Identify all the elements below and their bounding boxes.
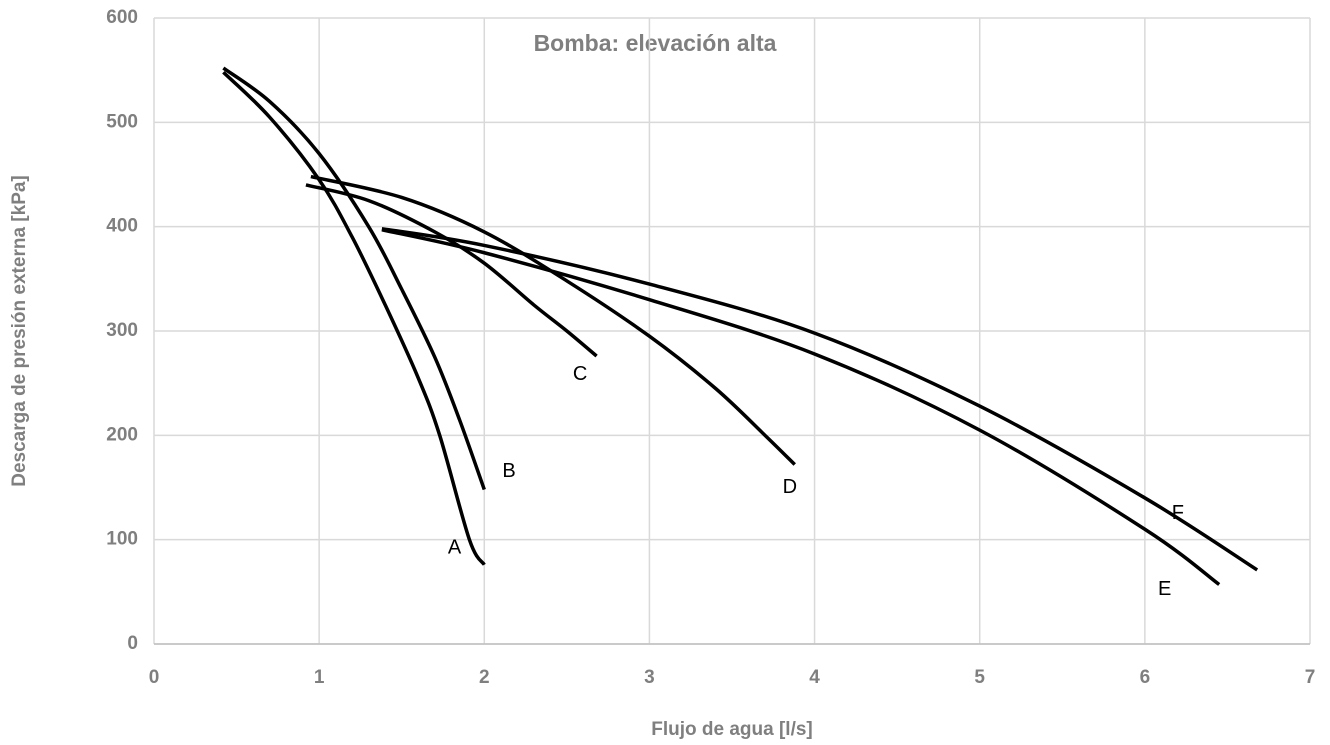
- y-axis-title: Descarga de presión externa [kPa]: [9, 175, 30, 487]
- series-label: F: [1172, 502, 1184, 524]
- x-tick-label: 3: [644, 667, 655, 688]
- series-label: B: [502, 460, 515, 482]
- x-tick-label: 2: [479, 667, 490, 688]
- y-tick-label: 300: [106, 320, 138, 341]
- y-tick-label: 0: [127, 633, 138, 654]
- x-tick-label: 6: [1140, 667, 1151, 688]
- y-tick-label: 500: [106, 111, 138, 132]
- series-label: A: [448, 536, 462, 558]
- y-tick-label: 600: [106, 7, 138, 28]
- series-line: [310, 174, 796, 466]
- x-tick-label: 5: [974, 667, 985, 688]
- x-tick-label: 4: [809, 667, 820, 688]
- series-label: E: [1158, 578, 1171, 600]
- series-line: [381, 227, 1259, 572]
- y-tick-label: 400: [106, 216, 138, 237]
- x-axis-title: Flujo de agua [l/s]: [651, 719, 813, 740]
- x-tick-label: 0: [149, 667, 160, 688]
- series-label: D: [783, 476, 797, 498]
- series-line: [222, 70, 486, 566]
- x-tick-label: 7: [1305, 667, 1316, 688]
- series-label: C: [573, 363, 587, 385]
- y-tick-label: 200: [106, 424, 138, 445]
- series-line: [305, 183, 598, 358]
- y-tick-label: 100: [106, 529, 138, 550]
- series-line: [222, 66, 486, 491]
- x-tick-label: 1: [314, 667, 325, 688]
- chart-title: Bomba: elevación alta: [534, 30, 777, 56]
- series-line: [381, 228, 1221, 586]
